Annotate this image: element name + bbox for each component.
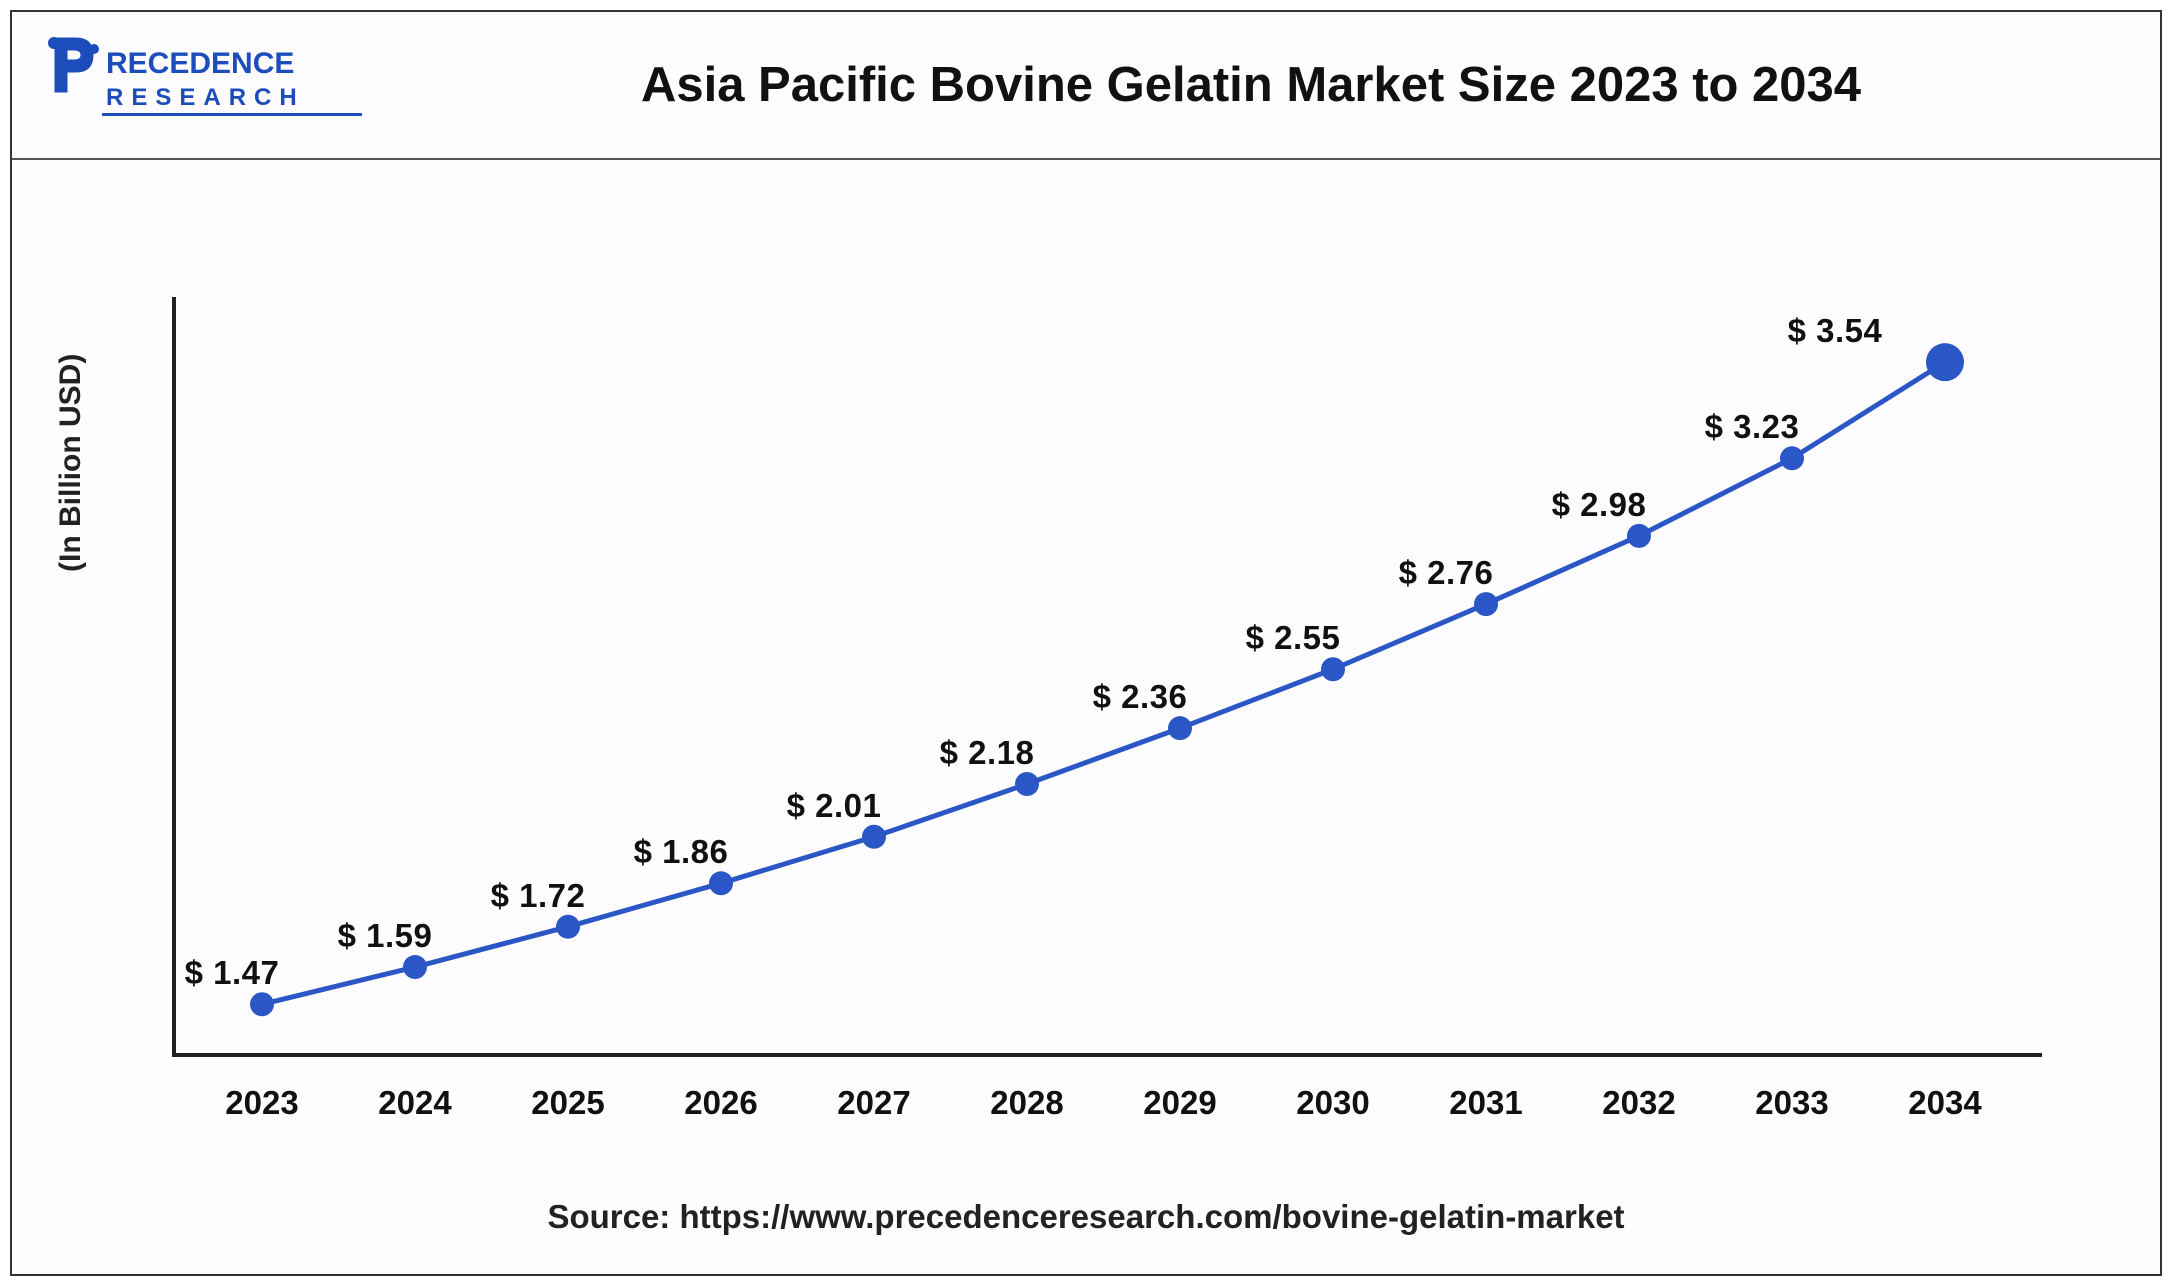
x-axis-ticks: 2023 2024 2025 2026 2027 2028 2029 2030 2031 2032… [172,1084,2042,1134]
data-point [709,871,733,895]
x-tick-label: 2024 [378,1084,451,1122]
source-url: https://www.precedenceresearch.com/bovin… [679,1198,1624,1235]
value-label: $ 3.23 [1705,408,1800,446]
data-point [862,825,886,849]
value-label: $ 1.47 [185,954,280,992]
x-tick-label: 2026 [684,1084,757,1122]
data-point [1780,446,1804,470]
x-tick-label: 2034 [1908,1084,1981,1122]
data-point [1015,772,1039,796]
value-label: $ 1.59 [338,917,433,955]
value-label: $ 2.55 [1246,619,1341,657]
header: RECEDENCE RESEARCH Asia Pacific Bovine G… [12,12,2160,160]
data-point [1627,524,1651,548]
logo-text-1: RECEDENCE [106,47,294,80]
x-tick-label: 2033 [1755,1084,1828,1122]
source-prefix: Source: [547,1198,679,1235]
data-point [403,955,427,979]
value-label: $ 2.18 [940,734,1035,772]
x-tick-label: 2029 [1143,1084,1216,1122]
data-point [1474,592,1498,616]
value-label: $ 2.76 [1399,554,1494,592]
value-label: $ 1.72 [491,877,586,915]
x-tick-label: 2025 [531,1084,604,1122]
data-point [1926,343,1964,381]
source-citation: Source: https://www.precedenceresearch.c… [12,1198,2160,1236]
value-label: $ 2.98 [1552,486,1647,524]
data-point [250,992,274,1016]
plot-area: $ 1.47 $ 1.59 $ 1.72 $ 1.86 $ 2.01 $ 2.18 $ 2.… [172,297,2042,1057]
chart-title: Asia Pacific Bovine Gelatin Market Size … [370,57,2132,113]
value-label: $ 2.01 [787,787,882,825]
value-label: $ 3.54 [1788,312,1883,350]
logo-text-2: RESEARCH [106,84,305,111]
data-point [1168,716,1192,740]
chart-frame: RECEDENCE RESEARCH Asia Pacific Bovine G… [10,10,2162,1276]
x-tick-label: 2031 [1449,1084,1522,1122]
value-label: $ 1.86 [634,833,729,871]
x-tick-label: 2028 [990,1084,1063,1122]
value-label: $ 2.36 [1093,678,1188,716]
data-point [556,915,580,939]
x-tick-label: 2030 [1296,1084,1369,1122]
x-tick-label: 2027 [837,1084,910,1122]
brand-logo: RECEDENCE RESEARCH [40,35,370,135]
y-axis-label: (In Billion USD) [54,354,88,572]
x-tick-label: 2023 [225,1084,298,1122]
data-point [1321,657,1345,681]
x-tick-label: 2032 [1602,1084,1675,1122]
